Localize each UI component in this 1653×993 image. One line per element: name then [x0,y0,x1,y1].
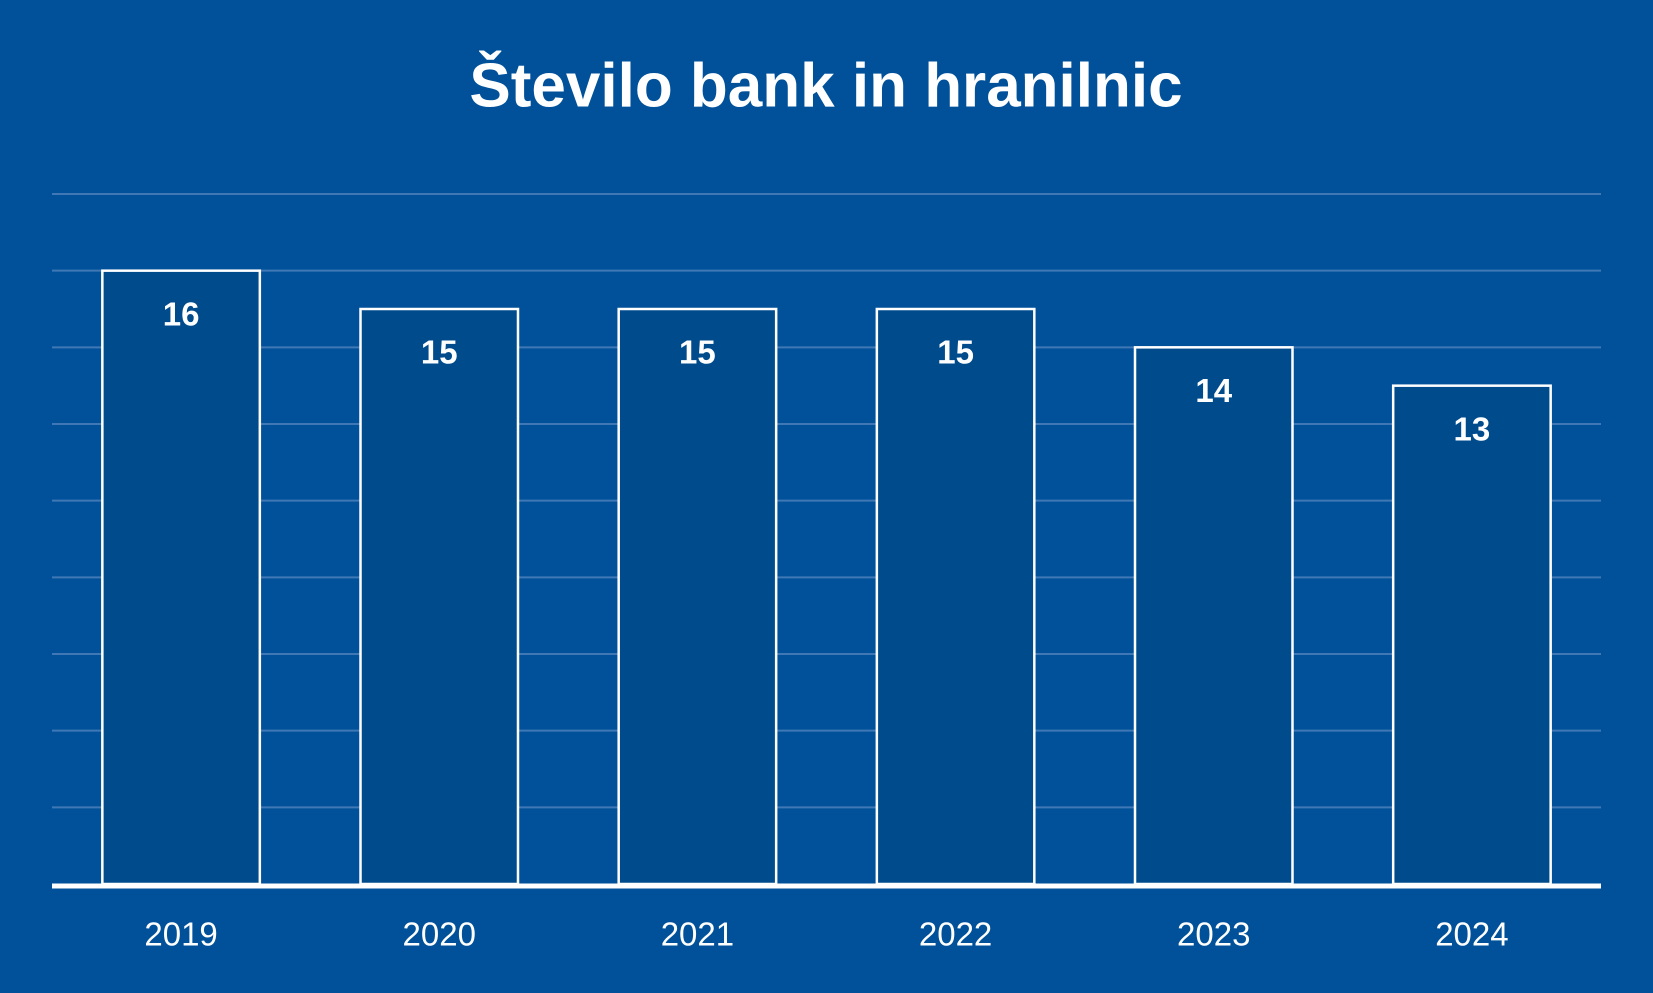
x-tick-label: 2024 [1435,916,1508,953]
x-tick-label: 2023 [1177,916,1250,953]
value-label: 15 [421,334,458,371]
bar [101,269,262,886]
bar [1133,346,1294,886]
bar [617,307,778,886]
bar [875,307,1036,886]
x-tick-label: 2019 [144,916,217,953]
value-label: 15 [679,334,716,371]
value-label: 14 [1195,372,1232,409]
value-label: 15 [937,334,974,371]
x-tick-label: 2021 [661,916,734,953]
bar [359,307,520,886]
x-tick-label: 2022 [919,916,992,953]
x-tick-label: 2020 [403,916,476,953]
chart-title: Število bank in hranilnic [469,51,1182,120]
bar [1391,384,1552,886]
value-label: 13 [1454,410,1491,447]
value-label: 16 [163,295,200,332]
